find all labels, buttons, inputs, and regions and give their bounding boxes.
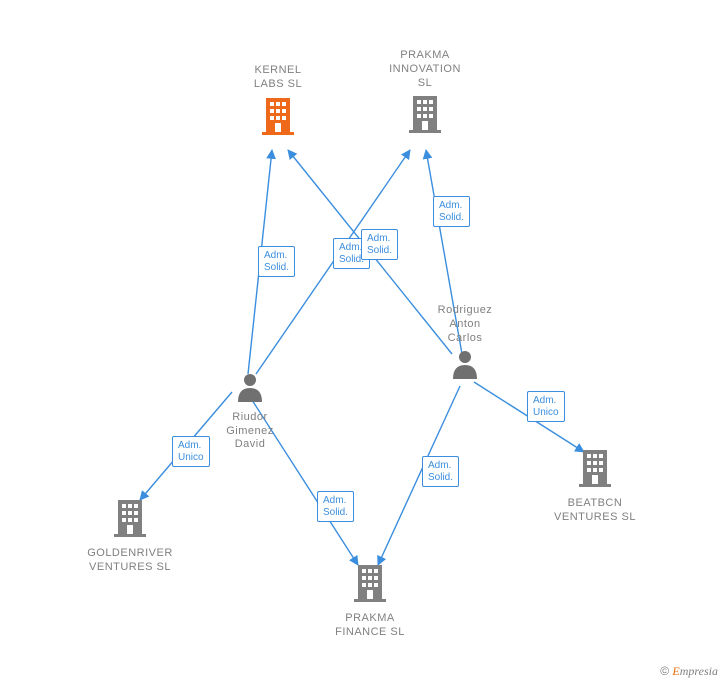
person-icon xyxy=(236,372,264,402)
node-prakma-finance[interactable]: PRAKMA FINANCE SL xyxy=(310,563,430,639)
edge-label-riudor-prakma-fin: Adm. Solid. xyxy=(317,491,354,522)
building-icon xyxy=(407,94,443,134)
building-icon xyxy=(352,563,388,603)
brand-e: E xyxy=(672,664,679,678)
node-label: PRAKMA INNOVATION SL xyxy=(365,49,485,90)
node-prakma-innovation[interactable]: PRAKMA INNOVATION SL xyxy=(365,45,485,139)
node-label: Riudor Gimenez David xyxy=(200,411,300,452)
node-beatbcn[interactable]: BEATBCN VENTURES SL xyxy=(535,448,655,524)
person-icon xyxy=(451,349,479,379)
brand-rest: mpresia xyxy=(680,664,718,678)
copyright-symbol: © xyxy=(660,664,669,678)
node-label: BEATBCN VENTURES SL xyxy=(535,497,655,525)
node-label: KERNEL LABS SL xyxy=(218,64,338,92)
edge-label-rodriguez-prakma-in: Adm. Solid. xyxy=(433,196,470,227)
building-icon xyxy=(577,448,613,488)
node-goldenriver[interactable]: GOLDENRIVER VENTURES SL xyxy=(70,498,190,574)
node-riudor[interactable]: Riudor Gimenez David xyxy=(200,372,300,452)
building-icon xyxy=(260,96,296,136)
edge-label-rodriguez-beatbcn: Adm. Unico xyxy=(527,391,565,422)
node-rodriguez[interactable]: Rodriguez Anton Carlos xyxy=(415,300,515,384)
node-label: Rodriguez Anton Carlos xyxy=(415,304,515,345)
copyright: © Empresia xyxy=(660,664,718,679)
node-label: PRAKMA FINANCE SL xyxy=(310,612,430,640)
edge-label-rodriguez-prakma-fin: Adm. Solid. xyxy=(422,456,459,487)
node-label: GOLDENRIVER VENTURES SL xyxy=(70,547,190,575)
building-icon xyxy=(112,498,148,538)
edge-label-riudor-kernel: Adm. Solid. xyxy=(258,246,295,277)
edge-label-rodriguez-kernel: Adm. Solid. xyxy=(361,229,398,260)
node-kernel-labs[interactable]: KERNEL LABS SL xyxy=(218,60,338,140)
edge-label-riudor-golden: Adm. Unico xyxy=(172,436,210,467)
